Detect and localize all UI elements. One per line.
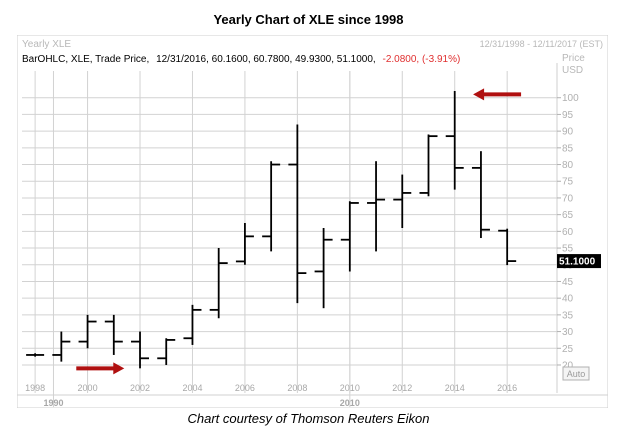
ohlc-bar-1999[interactable] xyxy=(52,331,71,362)
year-tick-label: 1998 xyxy=(25,383,45,393)
auto-scale-label: Auto xyxy=(567,369,586,379)
year-tick-label: 2004 xyxy=(182,383,202,393)
price-tick-label: 45 xyxy=(562,277,574,288)
arrow-annotation-0 xyxy=(473,88,522,101)
ohlc-bar-2013[interactable] xyxy=(419,134,438,197)
price-tick-label: 35 xyxy=(562,310,574,321)
price-tick-label: 20 xyxy=(562,360,574,371)
year-tick-label: 2008 xyxy=(287,383,307,393)
ohlc-bar-2005[interactable] xyxy=(209,248,228,319)
year-tick-label: 2006 xyxy=(235,383,255,393)
ohlc-bar-2016[interactable] xyxy=(498,228,517,266)
ohlc-bar-2015[interactable] xyxy=(471,151,490,239)
price-tick-label: 70 xyxy=(562,193,574,204)
ohlc-bar-1998[interactable] xyxy=(26,353,45,357)
price-tick-label: 80 xyxy=(562,160,574,171)
ohlc-bar-2001[interactable] xyxy=(104,314,123,355)
arrow-head xyxy=(113,362,125,375)
series-info-values: 12/31/2016, 60.1600, 60.7800, 49.9300, 5… xyxy=(156,54,376,65)
ohlc-bars xyxy=(26,91,517,369)
series-info: BarOHLC, XLE, Trade Price, 12/31/2016, 6… xyxy=(22,54,460,65)
price-axis-title: Price xyxy=(562,53,585,64)
chart-frame: 20253035404550556065707580859095100 1998… xyxy=(16,34,609,409)
ohlc-bar-2012[interactable] xyxy=(393,174,412,229)
price-tick-label: 30 xyxy=(562,327,574,338)
instrument-label: Yearly XLE xyxy=(22,39,71,50)
price-tick-label: 60 xyxy=(562,227,574,238)
arrow-head xyxy=(473,88,485,101)
year-tick-label: 2012 xyxy=(392,383,412,393)
decade-label: 1990 xyxy=(43,398,63,408)
time-axis: 1998 2000 2002 2004 2006 2008 2010 2012 2014 2016… xyxy=(25,383,517,408)
price-tick-label: 55 xyxy=(562,244,574,255)
price-tick-label: 40 xyxy=(562,294,574,305)
price-tick-label: 100 xyxy=(562,93,579,104)
ohlc-bar-2011[interactable] xyxy=(367,161,386,252)
year-tick-label: 2014 xyxy=(445,383,465,393)
price-axis-unit: USD xyxy=(562,65,583,76)
price-tick-label: 75 xyxy=(562,177,574,188)
year-tick-label: 2000 xyxy=(78,383,98,393)
ohlc-chart[interactable]: 20253035404550556065707580859095100 1998… xyxy=(16,34,609,409)
price-tick-label: 95 xyxy=(562,110,574,121)
year-tick-label: 2002 xyxy=(130,383,150,393)
series-info-change: -2.0800, (-3.91%) xyxy=(383,54,461,65)
ohlc-bar-2009[interactable] xyxy=(314,228,333,309)
auto-scale-box xyxy=(562,366,590,381)
year-tick-label: 2016 xyxy=(497,383,517,393)
last-price-label: 51.1000 xyxy=(559,257,596,268)
ohlc-bar-2008[interactable] xyxy=(288,124,307,304)
page-title: Yearly Chart of XLE since 1998 xyxy=(213,12,404,27)
ohlc-bar-2002[interactable] xyxy=(131,331,150,369)
chart-background xyxy=(16,34,609,409)
price-tick-label: 85 xyxy=(562,143,574,154)
ohlc-bar-2010[interactable] xyxy=(340,201,359,272)
ohlc-bar-2007[interactable] xyxy=(262,161,281,252)
ohlc-bar-2014[interactable] xyxy=(445,91,464,190)
decade-label: 2010 xyxy=(340,398,360,408)
price-tick-label: 65 xyxy=(562,210,574,221)
arrow-annotation-1 xyxy=(76,362,125,375)
price-tick-label: 25 xyxy=(562,344,574,355)
annotations xyxy=(76,88,522,375)
ohlc-bar-2006[interactable] xyxy=(235,223,254,265)
ohlc-bar-2000[interactable] xyxy=(78,314,97,349)
ohlc-bar-2004[interactable] xyxy=(183,304,202,345)
year-tick-label: 2010 xyxy=(340,383,360,393)
chart-caption: Chart courtesy of Thomson Reuters Eikon xyxy=(187,411,430,426)
ohlc-bar-2003[interactable] xyxy=(157,338,176,365)
auto-scale-button[interactable]: Auto xyxy=(562,366,590,381)
date-range: 12/31/1998 - 12/11/2017 (EST) xyxy=(480,39,603,49)
last-price-marker: 51.1000 xyxy=(557,254,601,269)
last-price-box xyxy=(557,254,601,269)
price-tick-label: 90 xyxy=(562,127,574,138)
series-info-prefix: BarOHLC, XLE, Trade Price, xyxy=(22,54,149,65)
